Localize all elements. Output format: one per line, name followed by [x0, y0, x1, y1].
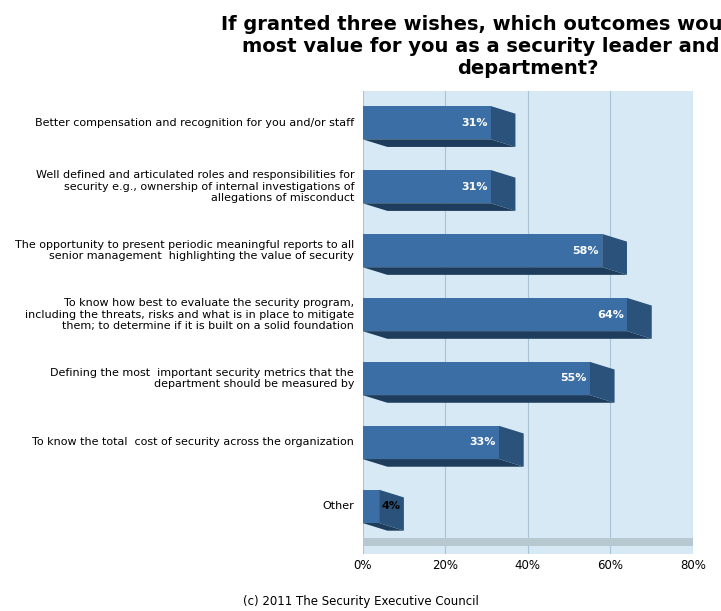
Text: 31%: 31%	[461, 118, 487, 128]
Bar	[363, 490, 379, 523]
Bar	[363, 170, 491, 203]
Polygon shape	[491, 170, 516, 211]
Polygon shape	[602, 234, 627, 275]
Bar	[363, 234, 602, 267]
Bar	[363, 426, 499, 459]
Polygon shape	[627, 298, 652, 339]
Polygon shape	[363, 459, 523, 467]
Polygon shape	[363, 267, 627, 275]
Polygon shape	[491, 106, 516, 147]
Polygon shape	[590, 362, 614, 403]
Text: 31%: 31%	[461, 181, 487, 192]
Bar	[363, 298, 627, 331]
Polygon shape	[363, 203, 516, 211]
Polygon shape	[379, 490, 404, 531]
Text: 64%: 64%	[597, 310, 624, 320]
Title: If granted three wishes, which outcomes would add the
most value for you as a se: If granted three wishes, which outcomes …	[221, 15, 721, 78]
FancyBboxPatch shape	[363, 538, 693, 546]
Text: 33%: 33%	[469, 437, 495, 447]
Text: 58%: 58%	[572, 246, 599, 255]
Bar	[363, 362, 590, 395]
Polygon shape	[363, 331, 652, 339]
Polygon shape	[363, 395, 614, 403]
Bar	[363, 106, 491, 139]
Text: 4%: 4%	[381, 502, 400, 511]
Polygon shape	[499, 426, 523, 467]
Text: 55%: 55%	[560, 373, 586, 384]
Polygon shape	[363, 523, 404, 531]
Text: (c) 2011 The Security Executive Council: (c) 2011 The Security Executive Council	[242, 595, 479, 608]
Polygon shape	[363, 139, 516, 147]
